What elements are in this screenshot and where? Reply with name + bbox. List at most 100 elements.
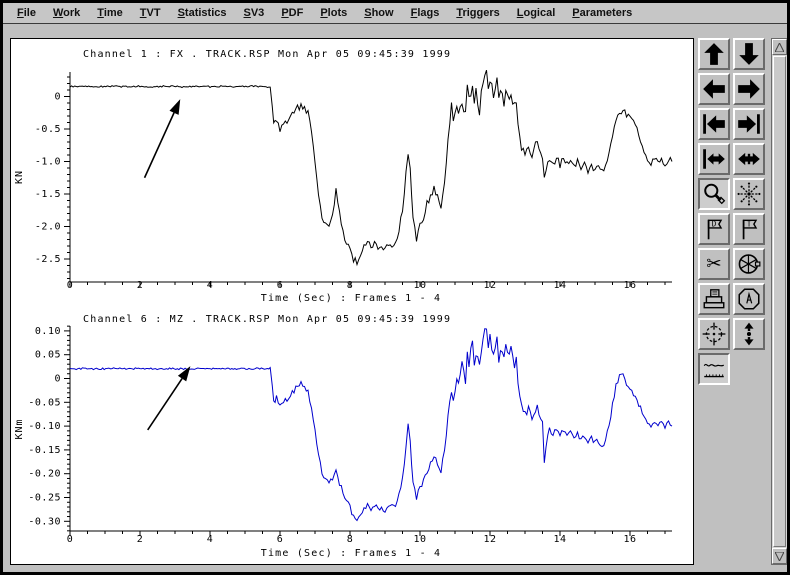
menu-item-plots[interactable]: Plots [320, 7, 348, 19]
x-tick-label: 12 [483, 280, 496, 291]
expand-x-button[interactable] [733, 143, 765, 175]
jump-start-button[interactable] [698, 108, 730, 140]
charts-canvas[interactable]: Channel 1 : FX . TRACK.RSP Mon Apr 05 09… [11, 39, 693, 564]
crosshair-icon [701, 321, 727, 347]
zoom-button[interactable] [698, 178, 730, 210]
x-tick-label: 4 [207, 280, 214, 291]
y-tick-label: 0 [54, 92, 61, 103]
x-axis-label: Time (Sec) : Frames 1 - 4 [261, 293, 442, 304]
x-tick-label: 14 [553, 534, 566, 545]
flag-d-icon: D [701, 216, 727, 242]
y-tick-label: -0.15 [28, 445, 61, 456]
pan-right-button[interactable] [733, 73, 765, 105]
x-tick-label: 2 [137, 534, 144, 545]
menu-item-triggers[interactable]: Triggers [456, 7, 500, 19]
x-tick-label: 10 [413, 280, 426, 291]
x-tick-label: 6 [277, 534, 284, 545]
menu-item-statistics[interactable]: Statistics [177, 7, 227, 19]
scissors-icon: ✂ [701, 251, 727, 277]
pan-left-button[interactable] [698, 73, 730, 105]
scrollbar-down-arrow-icon[interactable] [772, 548, 787, 564]
chart-title: Channel 1 : FX . TRACK.RSP Mon Apr 05 09… [83, 49, 451, 60]
y-tick-label: 0.05 [35, 350, 61, 361]
scrollbar-thumb[interactable] [773, 56, 786, 547]
waveform-view-button[interactable] [698, 353, 730, 385]
x-tick-label: 10 [413, 534, 426, 545]
svg-text:T: T [747, 219, 752, 228]
flag-d-button[interactable]: D [698, 213, 730, 245]
v-arrow-icon [736, 321, 762, 347]
chart-title: Channel 6 : MZ . TRACK.RSP Mon Apr 05 09… [83, 314, 451, 325]
svg-text:✂: ✂ [706, 253, 721, 274]
menu-item-show[interactable]: Show [364, 7, 394, 19]
magnifier-icon [701, 181, 727, 207]
y-tick-label: -0.20 [28, 469, 61, 480]
menu-item-flags[interactable]: Flags [410, 7, 440, 19]
x-tick-label: 0 [67, 280, 74, 291]
y-tick-label: -0.5 [35, 124, 61, 135]
y-tick-label: -2.0 [35, 222, 61, 233]
cut-wheel-button[interactable] [733, 248, 765, 280]
arrow-down-icon [736, 41, 762, 67]
menu-item-file[interactable]: File [17, 7, 36, 19]
x-tick-label: 4 [207, 534, 214, 545]
y-tick-label: -0.30 [28, 516, 61, 527]
x-axis-label: Time (Sec) : Frames 1 - 4 [261, 548, 442, 559]
h-expand-icon [736, 146, 762, 172]
expand-left-button[interactable] [698, 143, 730, 175]
menu-bar: File Work Time TVT Statistics SV3 PDF Plots Show… [3, 3, 787, 24]
x-tick-label: 14 [553, 280, 566, 291]
y-tick-label: 0 [54, 374, 61, 385]
print-button[interactable] [698, 283, 730, 315]
plot-panel: Channel 1 : FX . TRACK.RSP Mon Apr 05 09… [10, 38, 694, 565]
x-tick-label: 16 [623, 280, 636, 291]
y-axis-label: KNm [14, 418, 25, 439]
jump-end-button[interactable] [733, 108, 765, 140]
arrow-left-icon [701, 76, 727, 102]
menu-item-time[interactable]: Time [97, 7, 123, 19]
x-tick-label: 6 [277, 280, 284, 291]
channel-chart-1[interactable]: Channel 1 : FX . TRACK.RSP Mon Apr 05 09… [14, 49, 673, 304]
signal-trace [69, 328, 673, 522]
x-tick-label: 8 [347, 534, 354, 545]
menu-item-work[interactable]: Work [52, 7, 81, 19]
crosshair-button[interactable] [698, 318, 730, 350]
y-tick-label: -0.05 [28, 397, 61, 408]
svg-text:D: D [712, 219, 717, 228]
menu-item-pdf[interactable]: PDF [281, 7, 304, 19]
y-tick-label: 0.10 [35, 326, 61, 337]
y-fit-button[interactable] [733, 318, 765, 350]
starburst-icon [736, 181, 762, 207]
flag-t-button[interactable]: T [733, 213, 765, 245]
scrollbar-up-arrow-icon[interactable] [772, 39, 787, 55]
menu-item-tvt[interactable]: TVT [139, 7, 161, 19]
menu-item-logical[interactable]: Logical [516, 7, 556, 19]
annotation-arrow [147, 378, 183, 431]
y-axis-label: KN [14, 170, 25, 184]
x-tick-label: 16 [623, 534, 636, 545]
menu-item-sv3[interactable]: SV3 [243, 7, 265, 19]
zoom-reset-button[interactable] [733, 178, 765, 210]
x-tick-label: 8 [347, 280, 354, 291]
vertical-scrollbar[interactable] [771, 38, 787, 565]
annotation-arrow [143, 112, 175, 179]
channel-chart-6[interactable]: Channel 6 : MZ . TRACK.RSP Mon Apr 05 09… [14, 314, 673, 559]
pan-down-button[interactable] [733, 38, 765, 70]
wheel-icon [736, 251, 762, 277]
flag-t-icon: T [736, 216, 762, 242]
arrow-up-icon [701, 41, 727, 67]
pan-up-button[interactable] [698, 38, 730, 70]
menu-item-parameters[interactable]: Parameters [572, 7, 633, 19]
arrow-right-bar-icon [736, 111, 762, 137]
x-tick-label: 0 [67, 534, 74, 545]
y-tick-label: -1.0 [35, 157, 61, 168]
h-expand-bar-icon [701, 146, 727, 172]
plotter-button[interactable] [733, 283, 765, 315]
cut-button[interactable]: ✂ [698, 248, 730, 280]
arrow-right-icon [736, 76, 762, 102]
x-tick-label: 2 [137, 280, 144, 291]
waveform-icon [701, 356, 727, 382]
x-tick-label: 12 [483, 534, 496, 545]
y-tick-label: -2.5 [35, 254, 61, 265]
